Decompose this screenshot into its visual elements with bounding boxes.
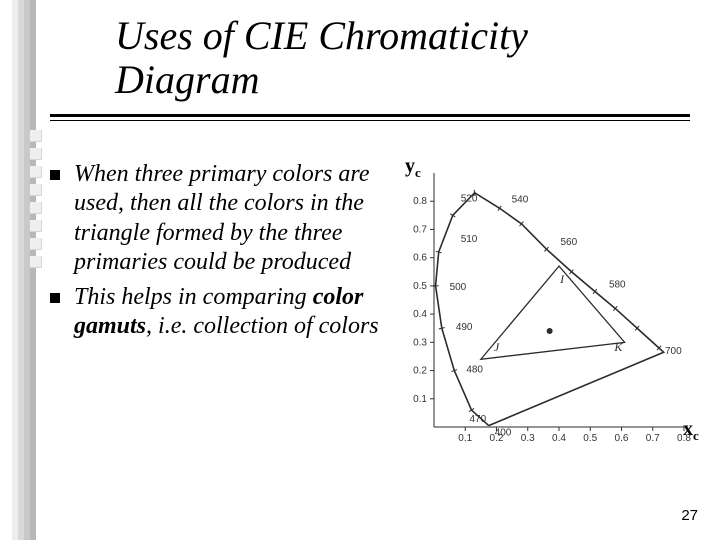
svg-text:0.1: 0.1 (413, 394, 427, 405)
svg-text:0.3: 0.3 (521, 433, 535, 444)
svg-text:540: 540 (512, 194, 529, 205)
svg-text:I: I (559, 272, 565, 286)
bullet-list: When three primary colors are used, then… (50, 160, 390, 348)
svg-text:580: 580 (609, 280, 626, 291)
svg-text:0.4: 0.4 (552, 433, 566, 444)
bullet-text-post: , i.e. collection of colors (146, 313, 379, 339)
title-underline-thin (50, 120, 690, 121)
svg-text:0.8: 0.8 (413, 196, 427, 207)
svg-text:400: 400 (495, 428, 512, 439)
svg-text:0.5: 0.5 (583, 433, 597, 444)
svg-text:K: K (613, 340, 623, 354)
svg-text:510: 510 (461, 234, 478, 245)
bullet-text: When three primary colors are used, then… (74, 160, 390, 277)
left-decor-bar (0, 0, 30, 540)
bullet-square-icon (50, 293, 60, 303)
page-number: 27 (681, 507, 698, 524)
slide: Uses of CIE Chromaticity Diagram When th… (0, 0, 720, 540)
svg-text:J: J (494, 340, 500, 354)
svg-text:470: 470 (470, 414, 487, 425)
left-notches (30, 130, 38, 274)
bullet-item: This helps in comparing color gamuts, i.… (50, 283, 390, 342)
svg-text:0.6: 0.6 (413, 253, 427, 264)
chromaticity-diagram: 0.10.20.30.40.50.60.70.80.10.20.30.40.50… (400, 155, 700, 455)
svg-text:0.5: 0.5 (413, 281, 427, 292)
title-underline-thick (50, 114, 690, 117)
svg-text:500: 500 (450, 282, 467, 293)
bullet-item: When three primary colors are used, then… (50, 160, 390, 277)
svg-text:560: 560 (561, 237, 578, 248)
bullet-square-icon (50, 170, 60, 180)
svg-text:0.4: 0.4 (413, 309, 427, 320)
svg-text:0.7: 0.7 (646, 433, 660, 444)
svg-text:520: 520 (461, 193, 478, 204)
svg-text:0.2: 0.2 (413, 366, 427, 377)
slide-title: Uses of CIE Chromaticity Diagram (115, 14, 675, 102)
svg-text:0.6: 0.6 (615, 433, 629, 444)
svg-text:0.1: 0.1 (458, 433, 472, 444)
svg-text:700: 700 (665, 346, 682, 357)
svg-text:480: 480 (466, 365, 483, 376)
svg-text:490: 490 (456, 322, 473, 333)
title-wrap: Uses of CIE Chromaticity Diagram (115, 14, 675, 102)
svg-text:0.8: 0.8 (677, 433, 691, 444)
bullet-text: This helps in comparing color gamuts, i.… (74, 283, 390, 342)
bullet-text-pre: This helps in comparing (74, 284, 313, 310)
svg-text:0.7: 0.7 (413, 224, 427, 235)
svg-text:0.3: 0.3 (413, 337, 427, 348)
